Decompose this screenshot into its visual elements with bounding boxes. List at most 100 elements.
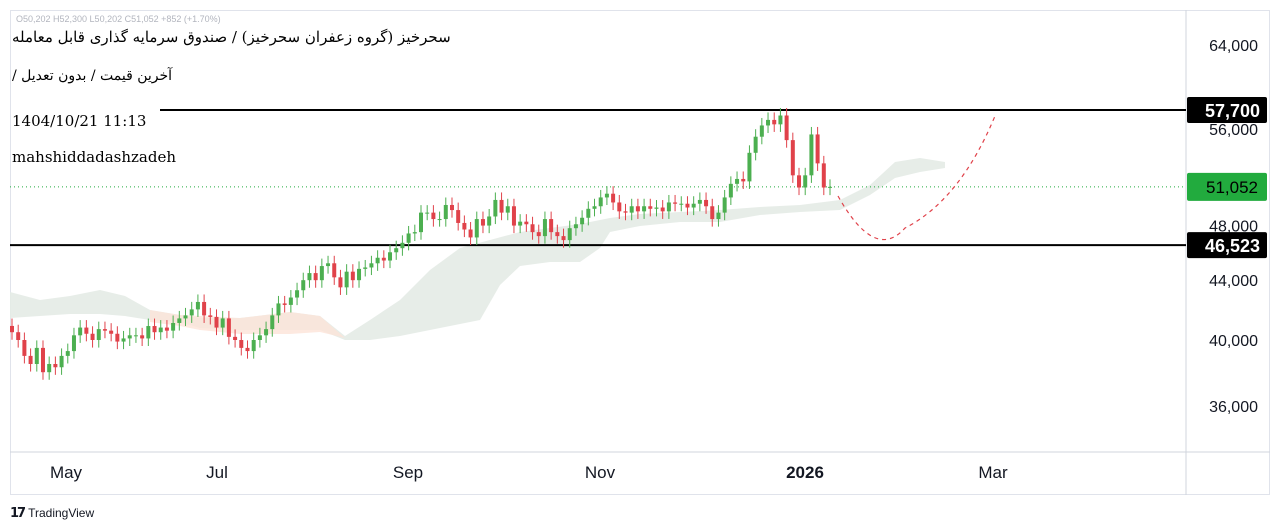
- candle: [158, 327, 163, 333]
- candle: [133, 335, 138, 337]
- candle: [127, 335, 132, 339]
- y-tick-label: 36,000: [1209, 399, 1258, 416]
- candle: [220, 318, 225, 328]
- candle: [654, 207, 659, 209]
- candle: [530, 224, 535, 233]
- brand[interactable]: 𝟭𝟳 TradingView: [10, 505, 94, 521]
- level-label-box: [1187, 232, 1267, 259]
- candle: [809, 134, 814, 176]
- candle: [96, 329, 101, 340]
- candle: [295, 290, 300, 298]
- candle: [685, 203, 690, 208]
- candle: [189, 309, 194, 316]
- candle: [586, 208, 591, 218]
- candle: [363, 267, 368, 269]
- chart-subtitle: آخرین قیمت / بدون تعدیل /: [12, 68, 173, 84]
- candle: [319, 266, 324, 281]
- candle: [561, 236, 566, 241]
- candle: [115, 333, 120, 342]
- candle: [419, 212, 423, 233]
- candle: [388, 252, 393, 261]
- chart-frame[interactable]: [10, 10, 1270, 495]
- chart-date: 1404/10/21 11:13: [12, 112, 153, 130]
- ichimoku-cloud: [10, 158, 945, 340]
- candle: [214, 316, 219, 328]
- candle: [282, 303, 287, 305]
- candle: [604, 193, 609, 198]
- candle: [369, 263, 374, 268]
- candle: [78, 327, 83, 336]
- candle: [326, 263, 331, 267]
- candle: [766, 119, 771, 126]
- candle: [208, 315, 213, 317]
- candle: [505, 206, 510, 213]
- candle: [65, 351, 70, 356]
- candle: [542, 219, 547, 237]
- x-tick-label: Sep: [393, 463, 423, 482]
- candle: [431, 212, 436, 220]
- candle: [245, 347, 250, 352]
- y-tick-label: 48,000: [1209, 219, 1258, 236]
- candle: [257, 335, 262, 340]
- candle: [10, 325, 14, 333]
- candle: [592, 206, 597, 209]
- candle: [59, 355, 64, 368]
- candle: [344, 271, 349, 288]
- level-label: 46,523: [1205, 236, 1260, 256]
- candle: [772, 119, 777, 125]
- candle: [499, 199, 504, 213]
- candle: [375, 257, 380, 264]
- candle: [803, 175, 808, 188]
- candle: [84, 327, 89, 334]
- ichimoku-cloud-red: [150, 310, 345, 338]
- candle: [462, 222, 467, 230]
- candle: [710, 206, 715, 220]
- candle: [47, 363, 52, 373]
- level-label: 57,700: [1205, 101, 1260, 121]
- candle: [493, 199, 498, 217]
- candle: [474, 219, 479, 238]
- candle: [784, 115, 789, 141]
- candle: [71, 335, 76, 352]
- candle: [164, 327, 169, 331]
- candle: [40, 347, 45, 373]
- candle: [381, 257, 386, 261]
- candle: [226, 318, 231, 337]
- candle: [251, 340, 256, 352]
- candle: [487, 216, 492, 226]
- candle: [518, 221, 523, 226]
- candle: [536, 232, 541, 237]
- candle: [202, 301, 207, 316]
- candle: [406, 233, 411, 243]
- candle: [735, 178, 740, 184]
- y-tick-label: 64,000: [1209, 38, 1258, 55]
- candle: [102, 329, 107, 331]
- candle: [16, 332, 21, 340]
- candle: [146, 326, 151, 339]
- candle: [623, 211, 628, 213]
- candle: [288, 297, 293, 305]
- brand-name: TradingView: [28, 506, 95, 520]
- candle: [121, 338, 126, 342]
- candle: [759, 125, 764, 137]
- candle: [171, 322, 176, 331]
- candle: [264, 329, 269, 336]
- tradingview-logo-icon: 𝟭𝟳: [10, 505, 26, 520]
- candle: [549, 219, 554, 233]
- candle: [815, 134, 820, 164]
- candle: [28, 355, 33, 364]
- candle: [697, 199, 702, 204]
- candle: [673, 202, 678, 204]
- candle: [412, 232, 417, 234]
- candle: [821, 163, 826, 188]
- candle: [183, 315, 188, 319]
- level-label-box: [1187, 97, 1267, 124]
- candle: [567, 228, 572, 241]
- candle: [741, 178, 746, 182]
- candle: [747, 152, 752, 182]
- y-tick-label: 56,000: [1209, 122, 1258, 139]
- ohlc-readout: O50,202 H52,300 L50,202 C51,052 +852 (+1…: [16, 14, 221, 24]
- candle: [598, 197, 603, 207]
- candle: [828, 186, 832, 188]
